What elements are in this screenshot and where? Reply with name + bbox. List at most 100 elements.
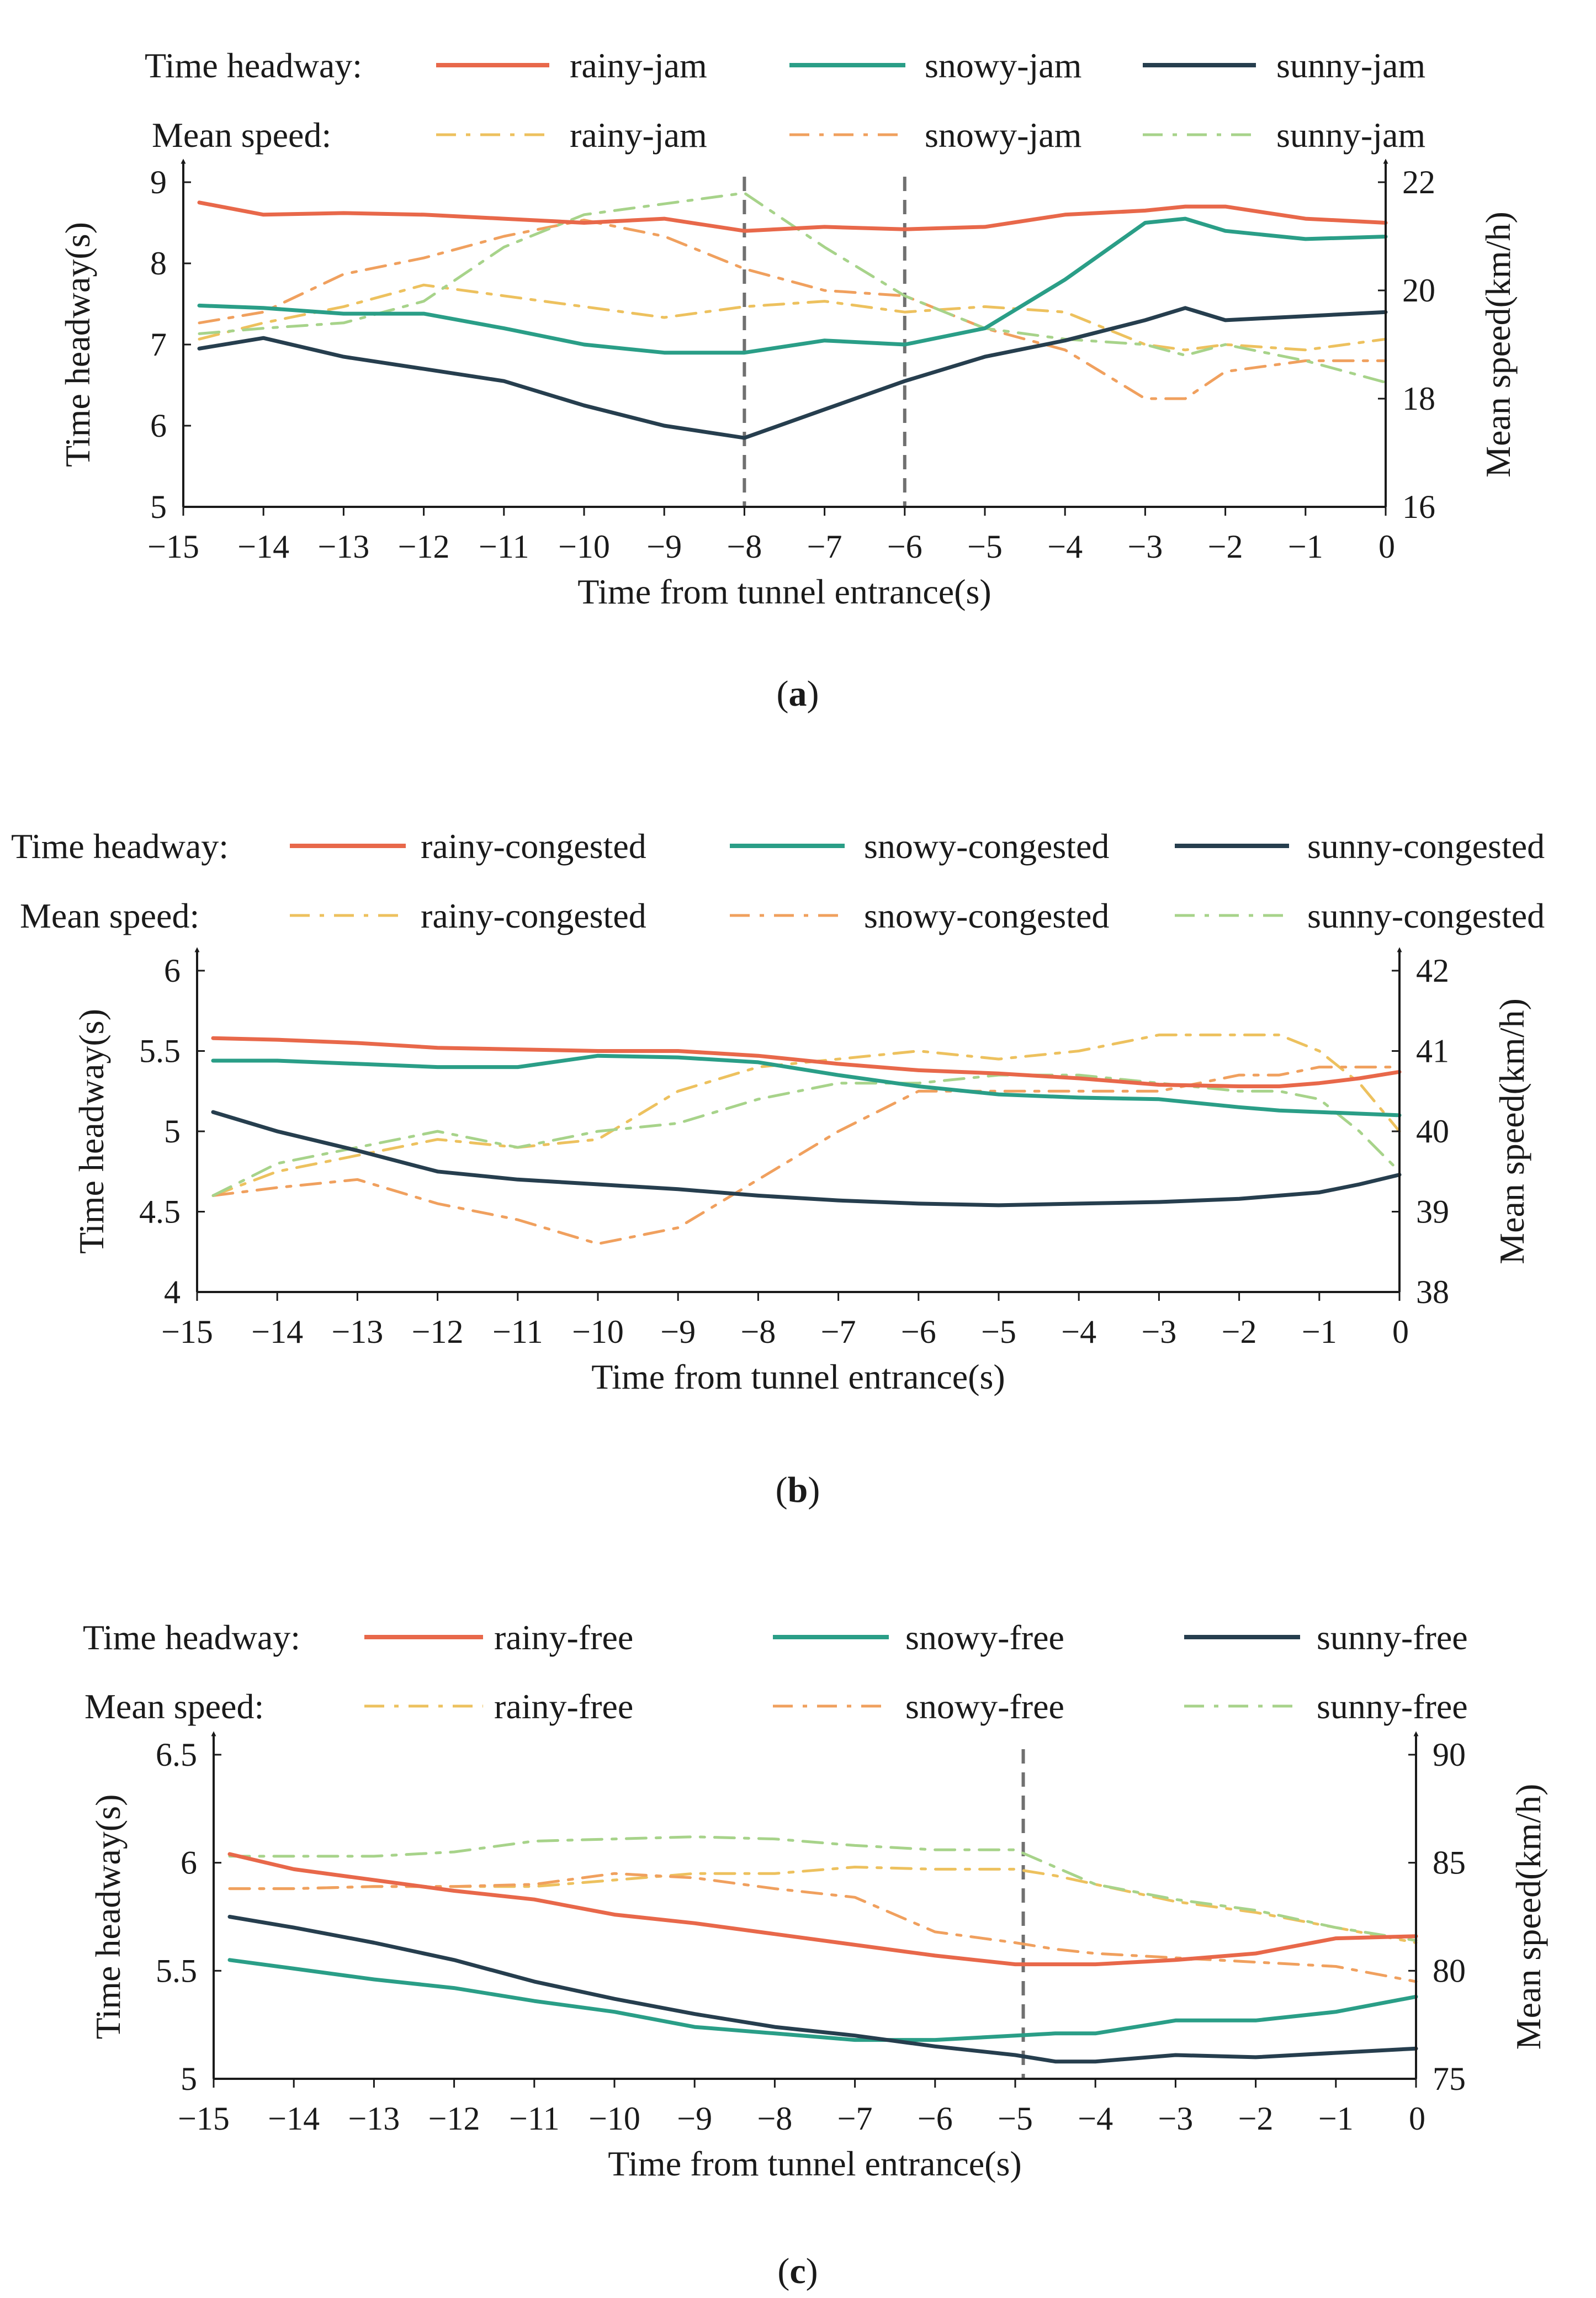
chart-panel-b: Time headway: Mean speed: rainy-congested s… [11,827,1545,1510]
panel-caption: (c) [777,2251,818,2291]
series-line-headway-rainy-jam [197,200,1388,233]
series-line-speed-rainy-free [228,1866,1418,1944]
x-tick-label: −3 [1141,1314,1176,1350]
x-tick-label: −12 [398,528,450,565]
x-tick-label: −9 [660,1314,696,1350]
x-tick-label: −3 [1158,2100,1193,2137]
x-tick-label: −9 [677,2100,712,2137]
x-tick-label: −15 [178,2100,230,2137]
x-tick-label: −1 [1288,528,1323,565]
series-line-headway-snowy-free [227,1958,1418,2042]
series-line-headway-snowy-congested [211,1053,1402,1118]
right-y-tick-label: 85 [1433,1845,1466,1881]
legend-entry-speed-sunny-free: sunny-free [1317,1687,1468,1726]
legend-entry-headway-snowy-congested: snowy-congested [864,827,1109,866]
series-line-speed-sunny-free [228,1835,1418,1942]
legend-entry-headway-sunny-free: sunny-free [1317,1618,1468,1657]
axes: −15 −14 −13 −12 −11 −10 −9 −8 −7 −6 −5 −4 −3 −2 −1 055.… [88,1731,1548,2183]
right-y-axis-title: Mean speed(km/h) [1509,1784,1548,2050]
x-tick-label: −10 [558,528,610,565]
left-y-tick-label: 7 [150,326,167,363]
left-y-tick-label: 5.5 [156,1952,197,1989]
left-y-tick-label: 8 [150,245,167,282]
series-line-headway-sunny-jam [197,306,1388,440]
x-tick-label: −2 [1238,2100,1274,2137]
legend-headway-label: Time headway: [11,827,229,866]
x-tick-label: 0 [1409,2100,1425,2137]
right-y-tick-label: 80 [1433,1952,1466,1989]
legend-headway-label: Time headway: [145,46,362,85]
right-y-tick-label: 75 [1433,2061,1466,2097]
axes: −15 −14 −13 −12 −11 −10 −9 −8 −7 −6 −5 −4 −3 −2 −1 044.… [72,947,1531,1396]
x-tick-label: −11 [479,528,529,565]
series-line-speed-sunny-jam [198,192,1387,384]
x-tick-label: −13 [317,528,369,565]
x-tick-label: −11 [492,1314,543,1350]
legend-entry-headway-sunny-congested: sunny-congested [1307,827,1545,866]
x-tick-label: −5 [998,2100,1033,2137]
x-tick-label: −4 [1078,2100,1113,2137]
x-tick-label: −10 [572,1314,624,1350]
legend: Time headway: Mean speed: rainy-free snowy-… [83,1618,1468,1726]
legend-entry-speed-sunny-congested: sunny-congested [1307,896,1545,935]
x-tick-label: −5 [981,1314,1016,1350]
chart-panel-a: Time headway: Mean speed: rainy-jam snowy-j… [58,46,1518,714]
legend-speed-label: Mean speed: [84,1687,264,1726]
legend-entry-headway-snowy-free: snowy-free [905,1618,1064,1657]
left-y-tick-label: 5.5 [139,1033,181,1069]
x-tick-label: −2 [1222,1314,1257,1350]
right-y-tick-label: 90 [1433,1736,1466,1773]
right-y-tick-label: 42 [1416,952,1449,989]
series-line-headway-rainy-free [227,1852,1418,1967]
x-tick-label: 0 [1378,528,1395,565]
right-y-tick-label: 20 [1402,272,1435,309]
x-tick-label: −2 [1208,528,1243,565]
x-tick-label: −6 [918,2100,953,2137]
series-line-headway-sunny-free [227,1915,1418,2064]
x-tick-label: −7 [821,1314,856,1350]
left-y-tick-label: 5 [150,489,167,525]
right-y-tick-label: 22 [1402,164,1435,200]
x-tick-label: −12 [428,2100,480,2137]
x-axis-title: Time from tunnel entrance(s) [608,2144,1021,2183]
series-line-headway-rainy-congested [211,1036,1402,1088]
x-tick-label: −5 [967,528,1003,565]
left-y-tick-label: 6.5 [156,1736,197,1773]
legend-entry-speed-rainy-congested: rainy-congested [421,896,646,935]
x-tick-label: −7 [807,528,842,565]
x-tick-label: −6 [887,528,922,565]
legend-entry-speed-sunny-jam: sunny-jam [1276,115,1425,155]
series-line-speed-snowy-jam [198,219,1387,400]
left-y-tick-label: 5 [164,1113,181,1150]
x-tick-label: −11 [509,2100,560,2137]
panel-caption: (a) [777,674,819,714]
series-line-speed-rainy-jam [198,283,1387,352]
x-tick-label: −4 [1061,1314,1096,1350]
legend-entry-speed-snowy-congested: snowy-congested [864,896,1109,935]
legend-entry-headway-snowy-jam: snowy-jam [925,46,1081,85]
right-y-axis-title: Mean speed(km/h) [1492,998,1531,1264]
left-y-axis-title: Time headway(s) [88,1794,128,2040]
series-line-headway-sunny-congested [211,1110,1402,1208]
legend-entry-headway-sunny-jam: sunny-jam [1276,46,1425,85]
x-axis-title: Time from tunnel entrance(s) [577,572,991,611]
x-tick-label: −1 [1318,2100,1354,2137]
x-tick-label: 0 [1392,1314,1409,1350]
legend-speed-label: Mean speed: [20,896,199,935]
x-tick-label: −1 [1302,1314,1337,1350]
left-y-tick-label: 4 [164,1274,181,1310]
x-tick-label: −15 [161,1314,213,1350]
x-tick-label: −14 [237,528,289,565]
x-tick-label: −15 [147,528,199,565]
legend-entry-headway-rainy-congested: rainy-congested [421,827,646,866]
series-line-speed-sunny-congested [211,1073,1401,1197]
legend: Time headway: Mean speed: rainy-jam snowy-j… [145,46,1425,155]
left-y-tick-label: 6 [150,407,167,444]
x-tick-label: −10 [588,2100,640,2137]
legend-entry-headway-rainy-free: rainy-free [494,1618,633,1657]
series-line-speed-rainy-congested [211,1033,1401,1197]
x-tick-label: −9 [646,528,682,565]
x-tick-label: −13 [348,2100,400,2137]
legend-entry-speed-rainy-jam: rainy-jam [570,115,707,155]
right-y-tick-label: 40 [1416,1113,1449,1150]
